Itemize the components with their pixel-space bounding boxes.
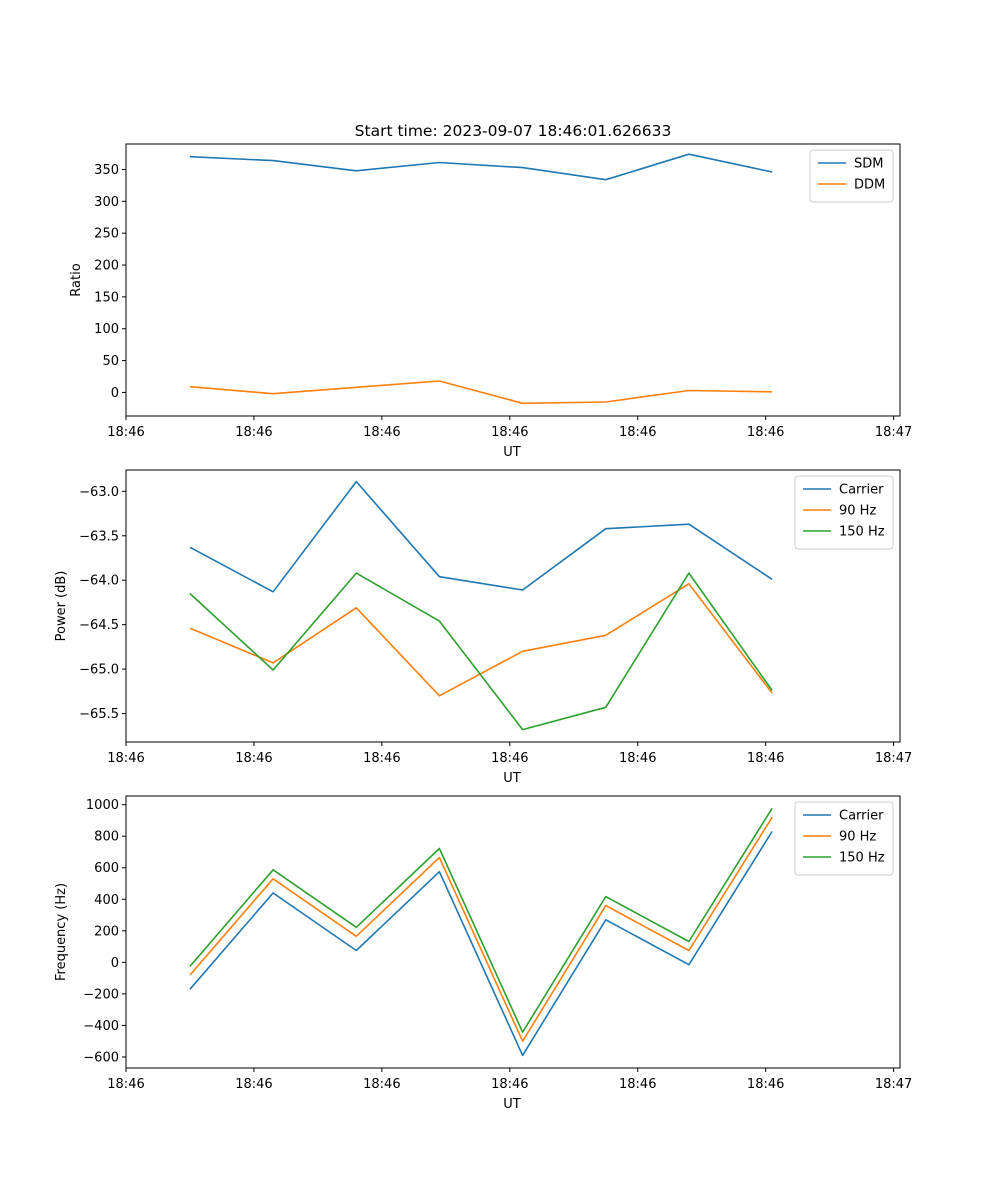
y-tick-label: 200 xyxy=(94,259,119,274)
x-tick-label: 18:46 xyxy=(107,425,144,440)
y-tick-label: −63.5 xyxy=(79,529,119,544)
y-tick-label: 0 xyxy=(111,386,119,401)
plot-frame xyxy=(125,469,901,743)
y-tick-label: −400 xyxy=(83,1019,119,1034)
x-tick-label: 18:46 xyxy=(107,751,144,766)
x-tick-label: 18:46 xyxy=(747,751,784,766)
x-axis-label: UT xyxy=(503,771,521,786)
y-tick-label: −64.0 xyxy=(79,574,119,589)
y-tick-label: 1000 xyxy=(86,798,119,813)
x-tick-label: 18:46 xyxy=(619,1077,656,1092)
series-line-sdm xyxy=(189,153,773,181)
frequency-panel: 18:46 18:46 18:46 18:46 18:46 18:46 18:47 −600 −… xyxy=(54,795,912,1112)
ratio-panel: 18:46 18:46 18:46 18:46 18:46 18:46 18:47 0 50 10… xyxy=(69,143,912,460)
x-tick-label: 18:47 xyxy=(875,1077,912,1092)
series-line-150-hz xyxy=(189,572,773,731)
y-tick-label: 200 xyxy=(94,924,119,939)
legend-label: DDM xyxy=(854,178,885,193)
y-tick-label: −65.0 xyxy=(79,663,119,678)
x-tick-label: 18:46 xyxy=(747,1077,784,1092)
y-tick-label: 0 xyxy=(111,956,119,971)
series-line-carrier xyxy=(189,831,773,1057)
y-tick-label: 400 xyxy=(94,893,119,908)
x-tick-label: 18:46 xyxy=(747,425,784,440)
x-tick-label: 18:46 xyxy=(619,425,656,440)
x-tick-label: 18:46 xyxy=(235,751,272,766)
series-line-150-hz xyxy=(189,807,773,1033)
series-line-90-hz xyxy=(189,816,773,1042)
y-tick-label: −200 xyxy=(83,987,119,1002)
power-panel: 18:46 18:46 18:46 18:46 18:46 18:46 18:47 −65.5… xyxy=(54,469,912,786)
x-axis-label: UT xyxy=(503,445,521,460)
y-tick-label: 100 xyxy=(94,322,119,337)
x-tick-label: 18:46 xyxy=(491,425,528,440)
y-axis-label: Ratio xyxy=(69,263,84,296)
x-tick-label: 18:46 xyxy=(491,751,528,766)
plot-frame xyxy=(125,795,901,1069)
legend-label: 150 Hz xyxy=(839,851,885,866)
y-tick-label: 350 xyxy=(94,163,119,178)
legend-label: Carrier xyxy=(839,809,884,824)
y-tick-label: −63.0 xyxy=(79,485,119,500)
x-tick-label: 18:46 xyxy=(235,1077,272,1092)
x-tick-label: 18:46 xyxy=(107,1077,144,1092)
x-tick-label: 18:46 xyxy=(363,425,400,440)
x-axis-label: UT xyxy=(503,1097,521,1112)
y-axis-label: Frequency (Hz) xyxy=(54,883,69,981)
legend-label: SDM xyxy=(854,157,883,172)
x-tick-label: 18:46 xyxy=(363,751,400,766)
y-tick-label: 800 xyxy=(94,830,119,845)
y-tick-label: −64.5 xyxy=(79,618,119,633)
x-tick-label: 18:47 xyxy=(875,751,912,766)
figure-title: Start time: 2023-09-07 18:46:01.626633 xyxy=(355,122,672,140)
x-tick-label: 18:46 xyxy=(619,751,656,766)
x-tick-label: 18:46 xyxy=(235,425,272,440)
series-line-carrier xyxy=(189,480,773,593)
y-tick-label: 250 xyxy=(94,227,119,242)
y-tick-label: 50 xyxy=(102,354,119,369)
y-tick-label: 600 xyxy=(94,861,119,876)
x-tick-label: 18:46 xyxy=(363,1077,400,1092)
plot-frame xyxy=(125,143,901,417)
y-tick-label: −65.5 xyxy=(79,707,119,722)
legend-label: 150 Hz xyxy=(839,525,885,540)
y-tick-label: 150 xyxy=(94,290,119,305)
x-tick-label: 18:47 xyxy=(875,425,912,440)
y-tick-label: −600 xyxy=(83,1050,119,1065)
y-axis-label: Power (dB) xyxy=(54,571,69,642)
series-line-ddm xyxy=(189,380,773,405)
x-tick-label: 18:46 xyxy=(491,1077,528,1092)
legend-label: Carrier xyxy=(839,483,884,498)
legend-label: 90 Hz xyxy=(839,830,876,845)
legend-label: 90 Hz xyxy=(839,504,876,519)
y-tick-label: 300 xyxy=(94,195,119,210)
